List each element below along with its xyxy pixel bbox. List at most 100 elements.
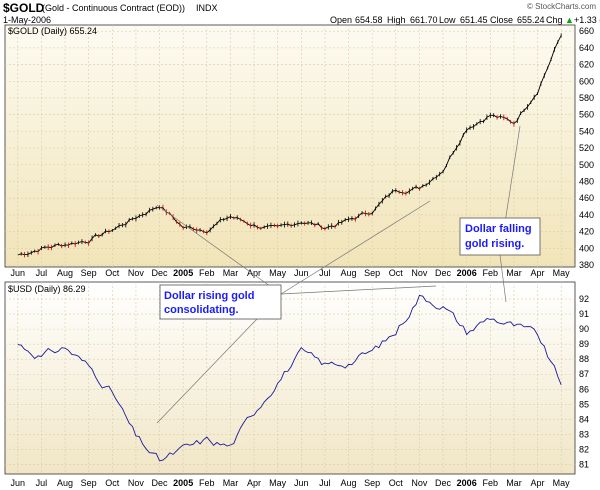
usd-x-tick-label: Dec <box>152 478 169 488</box>
usd-y-tick-label: 84 <box>579 414 589 424</box>
quote-summary: Open 654.58 High 661.70 Low 651.45 Close… <box>330 15 600 25</box>
usd-price-line <box>17 294 562 462</box>
usd-x-tick-label: Feb <box>199 478 215 488</box>
gold-x-axis: Jun Jul Aug Sep Oct Nov Dec 2005 Feb Mar Apr May Jun… <box>11 268 571 278</box>
usd-x-tick-label: Aug <box>57 478 73 488</box>
gold-x-tick-label: Apr <box>531 268 545 278</box>
chg-arrow-icon: ▲ <box>565 15 574 25</box>
gold-x-tick-label: Nov <box>411 268 428 278</box>
usd-y-tick-label: 88 <box>579 354 589 364</box>
usd-x-tick-label: Nov <box>411 478 428 488</box>
close-label: Close <box>490 15 513 25</box>
gold-x-tick-label: Dec <box>152 268 169 278</box>
gold-x-tick-label: Aug <box>57 268 73 278</box>
usd-y-tick-label: 83 <box>579 429 589 439</box>
usd-panel <box>4 281 576 475</box>
usd-x-tick-label: Nov <box>128 478 145 488</box>
gold-x-tick-label: Jun <box>294 268 309 278</box>
gold-x-tick-label: 2006 <box>457 268 477 278</box>
usd-x-tick-label: Jun <box>294 478 309 488</box>
gold-y-tick-label: 600 <box>579 76 594 86</box>
gold-y-tick-label: 380 <box>579 260 594 270</box>
annotation-dollar-rising-line2: consolidating. <box>164 304 239 316</box>
usd-x-tick-label: May <box>553 478 571 488</box>
gold-y-tick-label: 560 <box>579 110 594 120</box>
annotation-dollar-falling-line1: Dollar falling <box>465 223 532 235</box>
gold-y-tick-label: 460 <box>579 193 594 203</box>
gold-x-tick-label: Jul <box>319 268 331 278</box>
chg-label: Chg <box>546 15 563 25</box>
gold-y-tick-label: 440 <box>579 210 594 220</box>
gold-x-tick-label: Jul <box>36 268 48 278</box>
gold-x-tick-label: Mar <box>223 268 239 278</box>
usd-x-tick-label: Sep <box>364 478 380 488</box>
gold-x-tick-label: Aug <box>341 268 357 278</box>
usd-y-axis: 81 82 83 84 85 86 87 88 89 90 91 92 <box>579 294 589 469</box>
symbol-title: $GOLD <box>3 1 45 15</box>
gold-y-axis: 380 400 420 440 460 480 500 520 540 560 580 600 620 6… <box>579 26 594 270</box>
usd-y-tick-label: 90 <box>579 324 589 334</box>
usd-x-tick-label: Jun <box>11 478 26 488</box>
usd-x-tick-label: Sep <box>81 478 97 488</box>
gold-y-tick-label: 580 <box>579 93 594 103</box>
close-value: 655.24 <box>517 15 545 25</box>
gold-y-tick-label: 620 <box>579 60 594 70</box>
gold-panel-label: $GOLD (Daily) 655.24 <box>8 26 97 36</box>
gold-y-tick-label: 540 <box>579 126 594 136</box>
gold-gridlines <box>5 25 575 267</box>
gold-x-tick-label: Feb <box>483 268 499 278</box>
annotation-dollar-rising: Dollar rising gold consolidating. <box>159 284 282 320</box>
low-label: Low <box>439 15 456 25</box>
gold-y-tick-label: 640 <box>579 43 594 53</box>
usd-x-tick-label: Mar <box>506 478 522 488</box>
gold-y-tick-label: 660 <box>579 26 594 36</box>
gold-x-tick-label: May <box>553 268 571 278</box>
usd-y-tick-label: 87 <box>579 369 589 379</box>
gold-x-tick-label: 2005 <box>173 268 193 278</box>
usd-x-tick-label: Dec <box>435 478 452 488</box>
high-value: 661.70 <box>410 15 438 25</box>
gold-price-bars <box>20 33 562 258</box>
usd-y-tick-label: 86 <box>579 384 589 394</box>
gold-x-tick-label: Sep <box>364 268 380 278</box>
chart-date: 1-May-2006 <box>3 15 51 25</box>
open-value: 654.58 <box>355 15 383 25</box>
usd-x-axis: Jun Jul Aug Sep Oct Nov Dec 2005 Feb Mar Apr May Jun… <box>11 478 571 488</box>
usd-x-tick-label: Apr <box>247 478 261 488</box>
annotation-dollar-rising-line1: Dollar rising gold <box>164 290 254 302</box>
usd-x-tick-label: Feb <box>483 478 499 488</box>
usd-x-tick-label: Jul <box>319 478 331 488</box>
usd-y-tick-label: 89 <box>579 339 589 349</box>
usd-gridlines <box>5 282 575 474</box>
symbol-description: (Gold - Continuous Contract (EOD)) <box>42 3 185 13</box>
gold-x-tick-label: Apr <box>247 268 261 278</box>
watermark: © StockCharts.com <box>527 2 596 11</box>
usd-panel-label: $USD (Daily) 86.29 <box>8 284 86 294</box>
gold-y-tick-label: 500 <box>579 160 594 170</box>
usd-x-tick-label: Mar <box>223 478 239 488</box>
usd-x-tick-label: Oct <box>105 478 120 488</box>
gold-x-tick-label: Oct <box>105 268 120 278</box>
usd-x-tick-label: 2006 <box>457 478 477 488</box>
gold-x-tick-label: Sep <box>81 268 97 278</box>
chg-value: +1.33 (+0.20%) <box>574 15 600 25</box>
annotation-dollar-falling: Dollar falling gold rising. <box>459 217 541 256</box>
low-value: 651.45 <box>460 15 488 25</box>
usd-y-tick-label: 81 <box>579 459 589 469</box>
usd-x-tick-label: 2005 <box>173 478 193 488</box>
gold-x-tick-label: Feb <box>199 268 215 278</box>
annotation-dollar-falling-line2: gold rising. <box>465 238 524 250</box>
usd-y-tick-label: 85 <box>579 399 589 409</box>
usd-y-tick-label: 82 <box>579 444 589 454</box>
usd-x-tick-label: Apr <box>531 478 545 488</box>
gold-x-tick-label: Dec <box>435 268 452 278</box>
usd-x-tick-label: Jul <box>36 478 48 488</box>
usd-x-tick-label: Aug <box>341 478 357 488</box>
usd-y-tick-label: 91 <box>579 309 589 319</box>
usd-y-tick-label: 92 <box>579 294 589 304</box>
gold-x-tick-label: Jun <box>11 268 26 278</box>
gold-y-tick-label: 480 <box>579 176 594 186</box>
gold-x-tick-label: Nov <box>128 268 145 278</box>
gold-x-tick-label: Mar <box>506 268 522 278</box>
